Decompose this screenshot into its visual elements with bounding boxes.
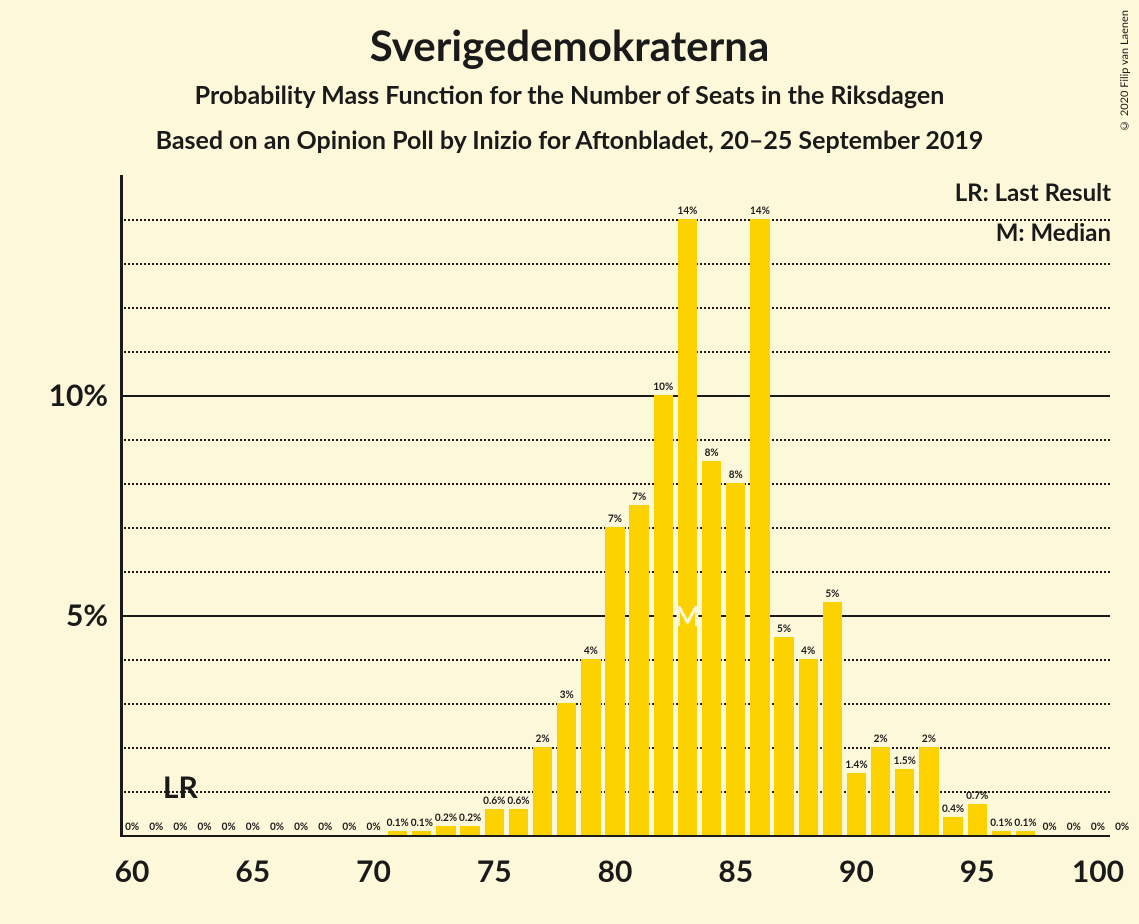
x-tick-label: 65 xyxy=(235,853,270,889)
bar: 1.4% xyxy=(847,773,866,835)
bar-value-label: 5% xyxy=(777,623,791,635)
bar-value-label: 0% xyxy=(318,821,332,833)
bar-value-label: 0.7% xyxy=(966,790,988,802)
bar-value-label: 2% xyxy=(536,733,550,745)
bar: 3% xyxy=(557,703,576,835)
gridline-minor xyxy=(120,483,1110,485)
gridline-minor xyxy=(120,219,1110,221)
bar: 10% xyxy=(654,395,673,835)
bar: 2% xyxy=(533,747,552,835)
bar-value-label: 0% xyxy=(1115,821,1129,833)
bar: 0.1% xyxy=(412,831,431,835)
bar-value-label: 14% xyxy=(750,205,770,217)
x-tick-label: 85 xyxy=(718,853,753,889)
bar-value-label: 7% xyxy=(632,491,646,503)
bar-value-label: 0% xyxy=(342,821,356,833)
gridline-minor xyxy=(120,439,1110,441)
bar: 2% xyxy=(919,747,938,835)
x-tick-label: 95 xyxy=(960,853,995,889)
bar: 0.1% xyxy=(388,831,407,835)
bar-value-label: 0.6% xyxy=(483,795,505,807)
bar: 7% xyxy=(629,505,648,835)
bar-value-label: 3% xyxy=(560,689,574,701)
bar: 5% xyxy=(774,637,793,835)
bar-value-label: 0.4% xyxy=(942,803,964,815)
x-tick-label: 90 xyxy=(839,853,874,889)
bar-value-label: 8% xyxy=(705,447,719,459)
y-tick-label: 10% xyxy=(49,377,108,413)
bar-value-label: 0.6% xyxy=(507,795,529,807)
bar-value-label: 0.1% xyxy=(387,817,409,829)
plot-area: 5%10%60657075808590951000%0%0%0%0%0%0%0%… xyxy=(120,175,1110,835)
gridline-major xyxy=(120,835,1110,837)
bar: 0.1% xyxy=(992,831,1011,835)
bar-value-label: 0% xyxy=(173,821,187,833)
bar: 14% xyxy=(678,219,697,835)
x-tick-label: 60 xyxy=(115,853,150,889)
bar-value-label: 8% xyxy=(729,469,743,481)
bar-value-label: 2% xyxy=(922,733,936,745)
chart-subtitle-2: Based on an Opinion Poll by Inizio for A… xyxy=(0,125,1139,155)
bar-value-label: 0% xyxy=(1043,821,1057,833)
bar-value-label: 0% xyxy=(246,821,260,833)
bar: 0.1% xyxy=(1016,831,1035,835)
x-tick-label: 70 xyxy=(356,853,391,889)
bar: 0.7% xyxy=(968,804,987,835)
gridline-major xyxy=(120,395,1110,397)
median-marker: M xyxy=(674,598,700,632)
chart-subtitle-1: Probability Mass Function for the Number… xyxy=(0,80,1139,110)
bar-value-label: 2% xyxy=(874,733,888,745)
x-tick-label: 100 xyxy=(1072,853,1124,889)
bar-value-label: 0% xyxy=(367,821,381,833)
bar: 0.6% xyxy=(509,809,528,835)
bar-value-label: 4% xyxy=(801,645,815,657)
bar-value-label: 1.4% xyxy=(845,759,867,771)
x-tick-label: 80 xyxy=(598,853,633,889)
bar-value-label: 0.2% xyxy=(459,812,481,824)
bar-value-label: 7% xyxy=(608,513,622,525)
bar: 2% xyxy=(871,747,890,835)
bar-value-label: 14% xyxy=(678,205,698,217)
bar: 4% xyxy=(581,659,600,835)
bar: 4% xyxy=(799,659,818,835)
bar: 0.6% xyxy=(485,809,504,835)
bar-value-label: 0.1% xyxy=(990,817,1012,829)
bar-value-label: 0% xyxy=(149,821,163,833)
bar: 1.5% xyxy=(895,769,914,835)
bar-value-label: 5% xyxy=(825,588,839,600)
bar-value-label: 0% xyxy=(1091,821,1105,833)
bar: 0.2% xyxy=(436,826,455,835)
bar-value-label: 10% xyxy=(653,381,673,393)
bar: 8% xyxy=(726,483,745,835)
bar-value-label: 0% xyxy=(222,821,236,833)
bar-value-label: 0% xyxy=(1067,821,1081,833)
bar-value-label: 0% xyxy=(198,821,212,833)
chart-container: © 2020 Filip van Laenen Sverigedemokrate… xyxy=(0,0,1139,924)
chart-title: Sverigedemokraterna xyxy=(0,20,1139,70)
bar-value-label: 0% xyxy=(294,821,308,833)
bar: 8% xyxy=(702,461,721,835)
bar: 0.4% xyxy=(943,817,962,835)
gridline-minor xyxy=(120,263,1110,265)
gridline-minor xyxy=(120,351,1110,353)
bar: 5% xyxy=(823,602,842,835)
bar: 14% xyxy=(750,219,769,835)
bar-value-label: 1.5% xyxy=(894,755,916,767)
bar-value-label: 0% xyxy=(270,821,284,833)
y-axis-line xyxy=(120,175,123,835)
y-tick-label: 5% xyxy=(66,597,108,633)
bar-value-label: 0.2% xyxy=(435,812,457,824)
bar: 7% xyxy=(605,527,624,835)
bar-value-label: 0.1% xyxy=(411,817,433,829)
gridline-minor xyxy=(120,307,1110,309)
lr-marker: LR xyxy=(163,769,198,805)
x-tick-label: 75 xyxy=(477,853,512,889)
bar: 0.2% xyxy=(460,826,479,835)
bar-value-label: 0% xyxy=(125,821,139,833)
bar-value-label: 0.1% xyxy=(1014,817,1036,829)
bar-value-label: 4% xyxy=(584,645,598,657)
